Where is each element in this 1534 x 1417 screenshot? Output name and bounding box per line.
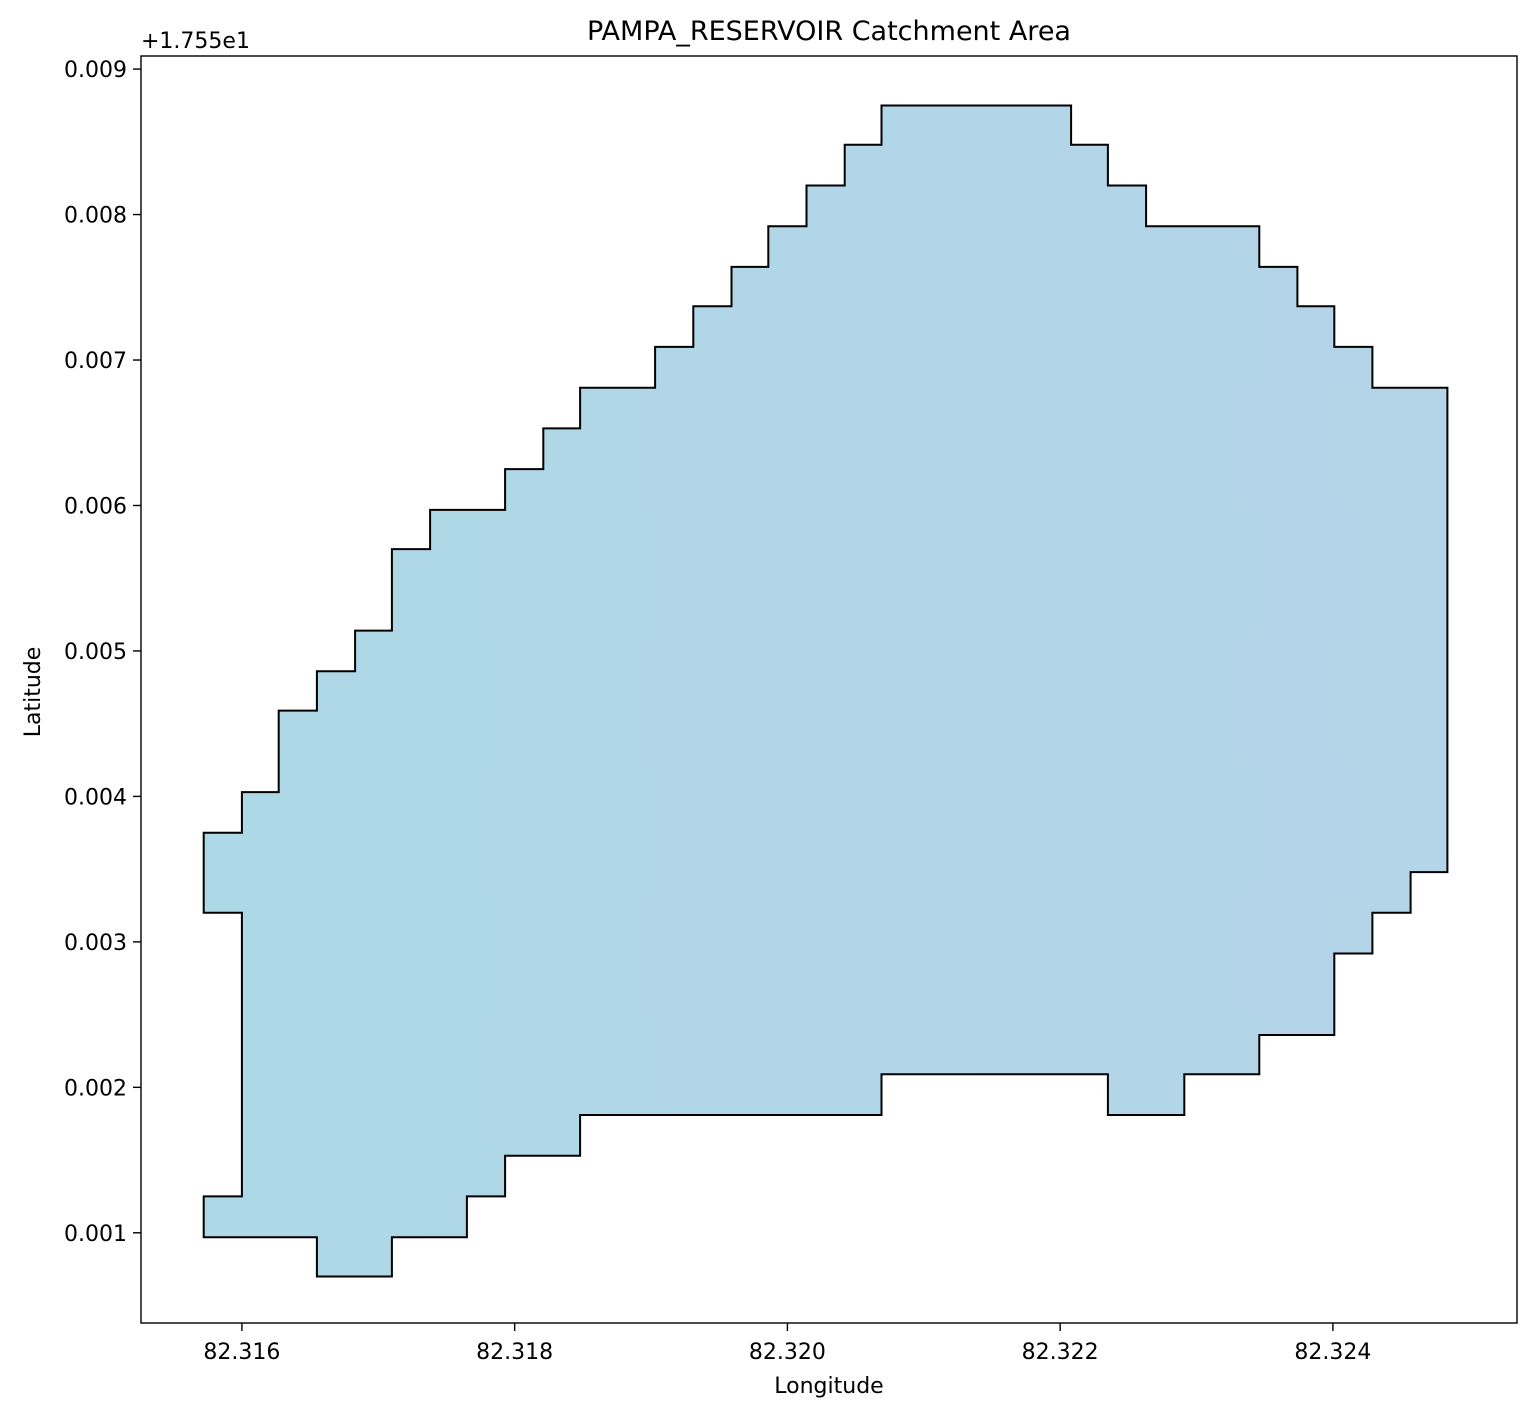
y-tick-label: 0.008 xyxy=(64,204,127,229)
x-tick-label: 82.320 xyxy=(749,1340,826,1365)
y-axis: 0.001 0.002 0.003 0.004 0.005 0.006 0.007 0.008… xyxy=(64,58,141,1247)
y-tick-label: 0.009 xyxy=(64,58,127,83)
chart-title: PAMPA_RESERVOIR Catchment Area xyxy=(587,16,1071,47)
y-axis-label: Latitude xyxy=(21,647,46,738)
x-axis: 82.316 82.318 82.320 82.322 82.324 xyxy=(203,1323,1371,1365)
x-tick-label: 82.324 xyxy=(1294,1340,1371,1365)
plot-area xyxy=(202,104,1449,1278)
y-tick-label: 0.004 xyxy=(64,785,127,810)
y-offset-label: +1.755e1 xyxy=(141,29,250,54)
y-tick-label: 0.006 xyxy=(64,494,127,519)
x-axis-label: Longitude xyxy=(774,1374,883,1399)
y-tick-label: 0.005 xyxy=(64,640,127,665)
y-tick-label: 0.002 xyxy=(64,1076,127,1101)
y-tick-label: 0.003 xyxy=(64,931,127,956)
x-tick-label: 82.316 xyxy=(203,1340,280,1365)
x-tick-label: 82.322 xyxy=(1022,1340,1099,1365)
catchment-polygon xyxy=(202,104,1449,1278)
y-tick-label: 0.007 xyxy=(64,349,127,374)
x-tick-label: 82.318 xyxy=(476,1340,553,1365)
plot-frame xyxy=(140,55,1518,1324)
y-tick-label: 0.001 xyxy=(64,1222,127,1247)
